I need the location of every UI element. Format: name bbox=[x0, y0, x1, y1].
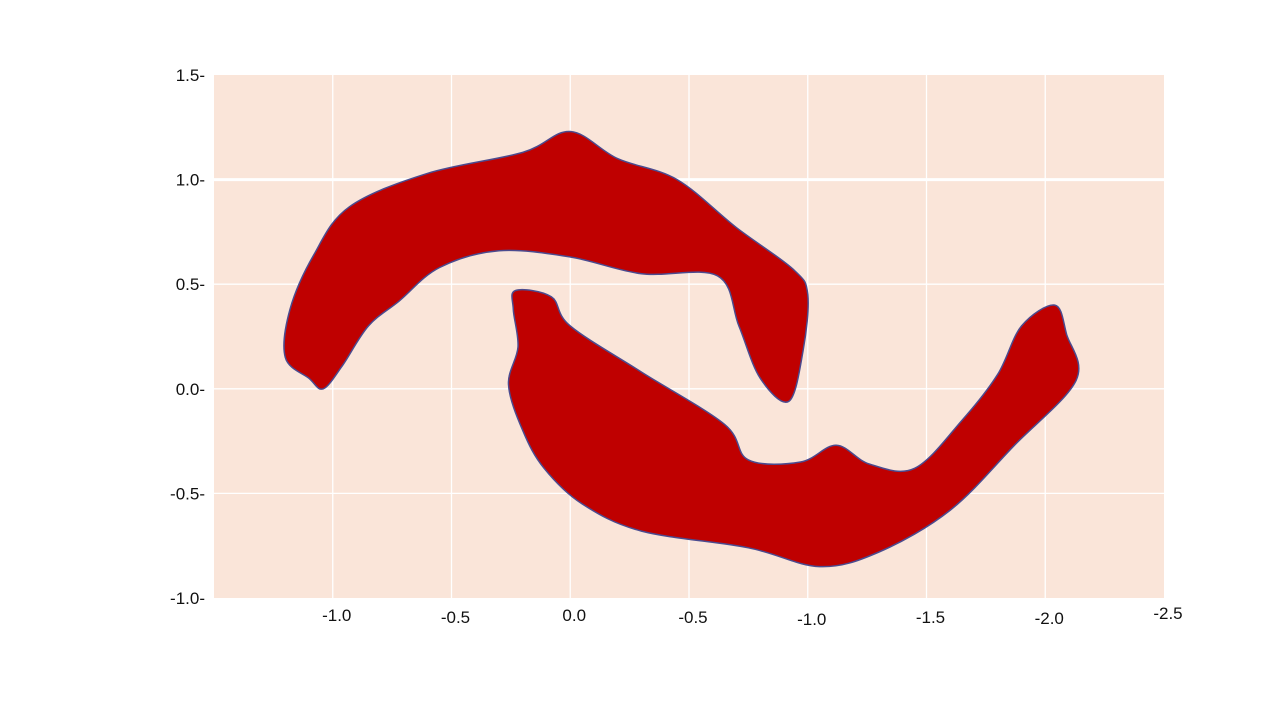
x-tick-label: -0.5 bbox=[678, 608, 707, 627]
x-tick-label: 0.0 bbox=[562, 606, 586, 625]
y-tick-label: 0.5- bbox=[176, 275, 205, 294]
series-layer bbox=[283, 130, 1080, 568]
y-tick-label: -0.5- bbox=[170, 484, 205, 503]
x-tick-label: -1.5 bbox=[916, 608, 945, 627]
x-tick-label: -0.5 bbox=[441, 608, 470, 627]
x-tick-label: -1.0 bbox=[797, 610, 826, 629]
y-tick-label: -1.0- bbox=[170, 589, 205, 608]
y-tick-label: 1.5- bbox=[176, 66, 205, 85]
y-axis: 1.5- 1.0- 0.5- 0.0- -0.5- -1.0- bbox=[170, 66, 205, 608]
series-shape-2 bbox=[507, 289, 1080, 568]
x-tick-label: -2.5 bbox=[1153, 604, 1182, 623]
x-axis: -1.0 -0.5 0.0 -0.5 -1.0 -1.5 -2.0 -2.5 bbox=[322, 604, 1183, 629]
y-tick-label: 1.0- bbox=[176, 171, 205, 190]
series-shape-1 bbox=[283, 130, 809, 403]
x-tick-label: -1.0 bbox=[322, 606, 351, 625]
x-tick-label: -2.0 bbox=[1035, 609, 1064, 628]
y-tick-label: 0.0- bbox=[176, 380, 205, 399]
